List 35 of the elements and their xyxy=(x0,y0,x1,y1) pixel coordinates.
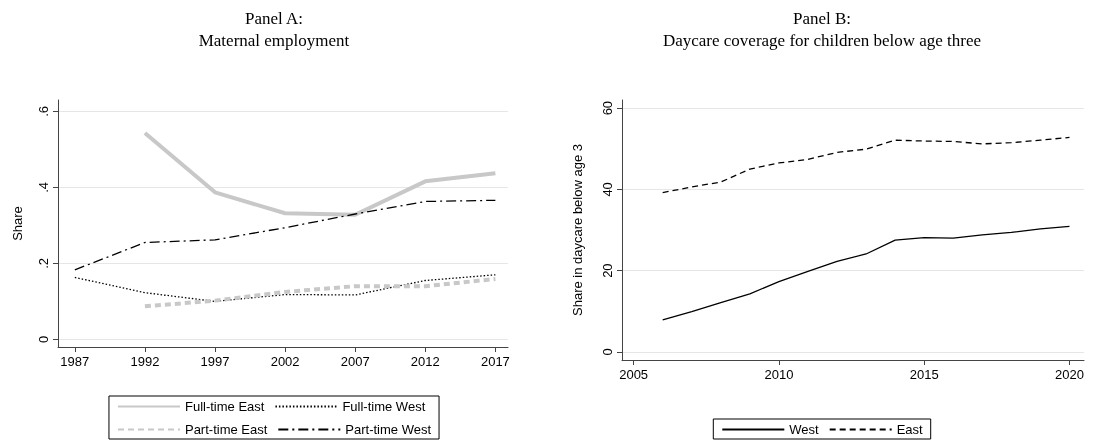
y-axis-title: Share in daycare below age 3 xyxy=(570,143,585,317)
x-tick-label: 2020 xyxy=(1055,367,1084,382)
legend-label: West xyxy=(789,422,820,437)
x-tick-label: 2002 xyxy=(270,354,300,369)
line-series xyxy=(662,225,1071,321)
chart-title: Panel B: Daycare coverage for children below age three xyxy=(662,8,982,50)
legend-label: Part-time East xyxy=(184,422,268,437)
x-tick-label: 1992 xyxy=(130,354,160,369)
legend-label: Part-time West xyxy=(345,422,432,437)
y-tick-label: .6 xyxy=(36,105,51,117)
line-series xyxy=(74,199,497,271)
x-tick-label: 2007 xyxy=(340,354,370,369)
x-tick-label: 2005 xyxy=(619,367,649,382)
legend-label: Full-time West xyxy=(342,399,426,414)
x-tick-label: 2010 xyxy=(764,367,794,382)
y-tick-label: .2 xyxy=(36,257,51,269)
x-tick-label: 2012 xyxy=(410,354,440,369)
chart-title: Panel A: Maternal employment xyxy=(198,8,350,50)
legend-label: East xyxy=(896,422,924,437)
x-tick-label: 2017 xyxy=(480,354,510,369)
line-series xyxy=(142,131,498,217)
y-tick-label: 0 xyxy=(600,348,615,356)
y-tick-label: 40 xyxy=(600,182,615,197)
legend-label: Full-time East xyxy=(184,399,265,414)
line-series xyxy=(142,276,498,309)
y-tick-label: 60 xyxy=(600,100,615,116)
x-tick-label: 1997 xyxy=(200,354,230,369)
y-axis-title: Share xyxy=(10,206,25,241)
line-series xyxy=(662,136,1071,194)
x-tick-label: 2015 xyxy=(909,367,939,382)
y-tick-label: .4 xyxy=(36,181,51,193)
line-series xyxy=(74,274,497,303)
y-tick-label: 0 xyxy=(36,335,51,344)
y-tick-label: 20 xyxy=(600,263,615,278)
x-tick-label: 1987 xyxy=(60,354,90,369)
